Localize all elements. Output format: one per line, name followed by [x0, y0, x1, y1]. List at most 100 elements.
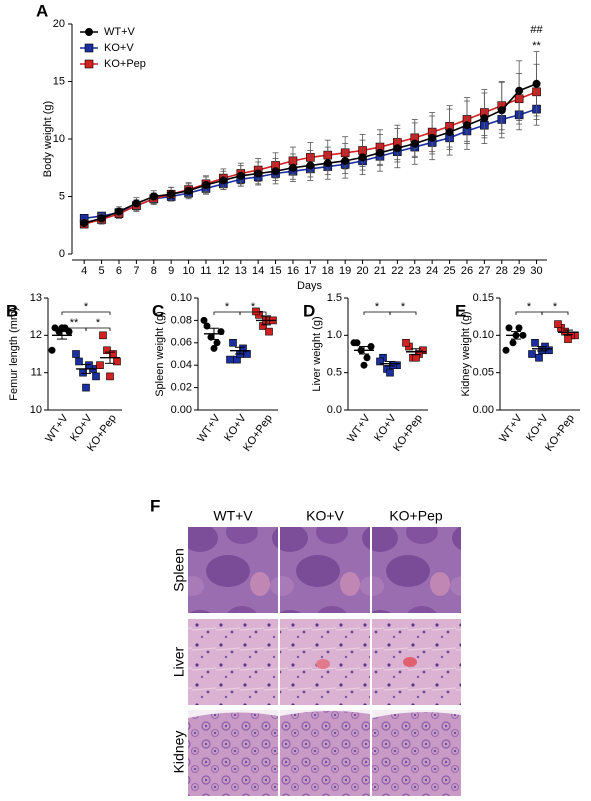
panel-letter: A	[36, 1, 48, 20]
column-header: KO+V	[306, 508, 344, 524]
marker	[200, 316, 208, 324]
marker	[75, 357, 83, 366]
x-tick-label: 11	[200, 265, 211, 277]
marker	[445, 128, 454, 137]
legend-label: KO+Pep	[104, 58, 146, 70]
y-tick-label: 0.0	[327, 404, 342, 416]
row-label: Kidney	[171, 731, 187, 774]
y-axis-label: Kidney weight (g)	[460, 312, 472, 397]
marker	[79, 368, 87, 377]
vessel	[316, 659, 330, 669]
marker	[84, 59, 94, 69]
significance-label: *	[375, 301, 380, 313]
marker	[462, 121, 471, 130]
annotation: ##	[530, 24, 543, 36]
marker	[497, 106, 506, 115]
x-tick-label: 14	[252, 265, 264, 277]
x-tick-label: WT+V	[43, 412, 71, 445]
marker	[72, 350, 80, 358]
histology-image	[372, 527, 461, 613]
marker	[203, 322, 211, 330]
significance-label: *	[96, 317, 101, 329]
y-axis-label: Liver weight (g)	[311, 316, 323, 391]
x-tick-label: KO+V	[372, 412, 399, 444]
marker	[532, 79, 541, 88]
x-tick-label: 26	[461, 265, 473, 277]
x-tick-label: 30	[530, 265, 542, 277]
x-tick-label: 5	[99, 265, 105, 277]
tissue-edge	[188, 710, 461, 718]
y-tick-label: 0.10	[473, 329, 494, 341]
annotation: **	[532, 40, 541, 52]
legend-label: KO+V	[104, 42, 134, 54]
marker	[229, 338, 237, 347]
marker	[109, 350, 117, 358]
marker	[367, 343, 375, 351]
panel-letter: C	[152, 301, 164, 320]
marker	[376, 357, 384, 366]
row-label: Liver	[171, 646, 187, 677]
significance-label: *	[84, 301, 89, 313]
panel-letter: F	[150, 496, 160, 515]
marker	[113, 357, 121, 366]
panel-letter: E	[455, 301, 466, 320]
histology-panel: F WT+V KO+V KO+Pep Spleen Liver Kidney	[150, 496, 461, 796]
significance-label: *	[225, 301, 230, 313]
marker	[92, 372, 100, 381]
x-tick-label: 28	[496, 265, 508, 277]
significance-bracket	[239, 311, 267, 315]
marker	[393, 144, 402, 153]
marker	[502, 346, 510, 354]
marker	[48, 346, 56, 354]
y-axis-label: Spleen weight (g)	[154, 311, 166, 397]
marker	[265, 327, 273, 336]
marker	[99, 331, 107, 340]
marker	[410, 139, 419, 148]
marker	[515, 86, 524, 95]
marker	[360, 361, 368, 369]
marker	[97, 214, 106, 223]
significance-label: *	[251, 301, 256, 313]
y-tick-label: 0.00	[473, 404, 494, 416]
marker	[375, 148, 384, 157]
marker	[213, 339, 221, 347]
panel-letter: B	[6, 301, 18, 320]
marker	[386, 368, 394, 377]
x-tick-label: 8	[151, 265, 157, 277]
y-tick-label: 0.15	[473, 292, 494, 304]
y-tick-label: 15	[53, 75, 65, 87]
marker	[82, 383, 90, 392]
marker	[85, 361, 93, 370]
row-label: Spleen	[171, 548, 187, 592]
marker	[149, 192, 158, 201]
significance-label: *	[527, 301, 532, 313]
x-tick-label: 10	[182, 265, 194, 277]
significance-bracket	[541, 311, 569, 315]
marker	[528, 350, 536, 358]
y-tick-label: 0.00	[171, 404, 192, 416]
x-tick-label: 17	[304, 265, 316, 277]
marker	[341, 156, 350, 165]
x-tick-label: 4	[81, 265, 87, 277]
x-tick-label: 23	[409, 265, 421, 277]
marker	[564, 335, 572, 343]
significance-label: **	[70, 317, 79, 329]
marker	[505, 324, 513, 332]
marker	[254, 169, 263, 178]
marker	[84, 43, 94, 53]
marker	[554, 320, 562, 328]
y-tick-label: 0.06	[171, 337, 192, 349]
marker	[535, 353, 543, 362]
significance-label: *	[401, 301, 406, 313]
marker	[288, 163, 297, 172]
vessel	[403, 657, 417, 667]
marker	[96, 361, 104, 370]
marker	[358, 153, 367, 162]
y-tick-label: 0.10	[171, 292, 192, 304]
x-tick-label: 25	[443, 265, 455, 277]
y-tick-label: 10	[30, 404, 42, 416]
x-tick-label: 7	[133, 265, 139, 277]
marker	[85, 28, 93, 36]
y-axis-label: Femur length (mm)	[8, 307, 20, 401]
